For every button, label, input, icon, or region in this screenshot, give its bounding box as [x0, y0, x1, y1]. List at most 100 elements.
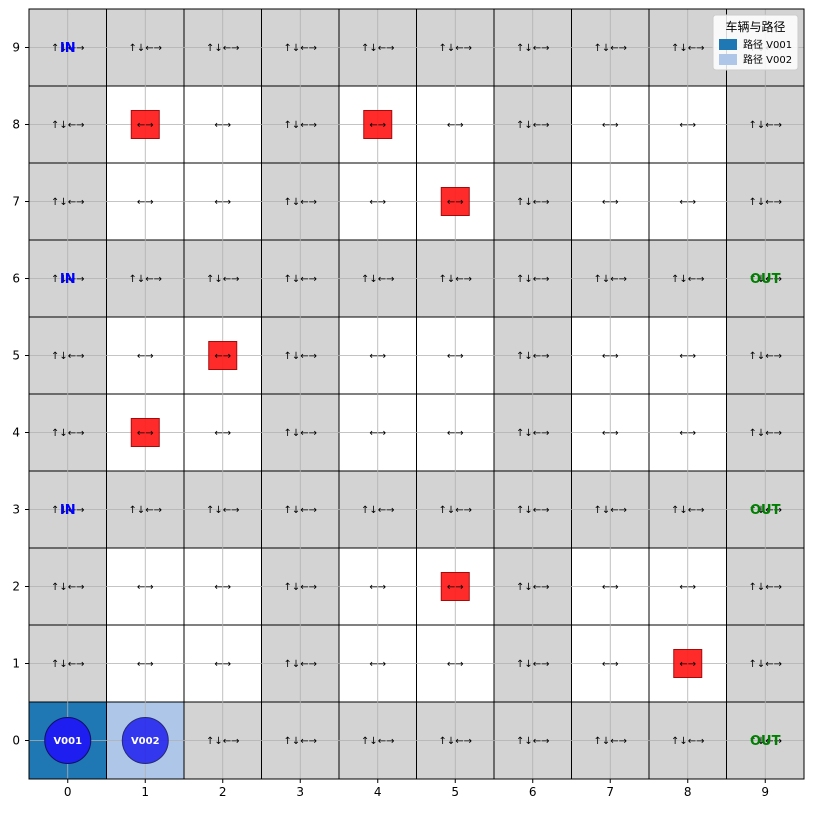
- direction-label: ↑↓←→: [206, 736, 240, 747]
- x-tick-label: 0: [64, 785, 72, 799]
- direction-label: ↑↓←→: [51, 659, 85, 670]
- direction-label: ↑↓←→: [593, 736, 627, 747]
- direction-label: ←→: [447, 351, 464, 362]
- direction-label: ↑↓←→: [283, 505, 317, 516]
- direction-label: ←→: [369, 659, 386, 670]
- vehicle-marker: [121, 717, 169, 764]
- direction-label: ←→: [137, 428, 154, 439]
- direction-label: ↑↓←→: [206, 505, 240, 516]
- direction-label: ↑↓←→: [748, 351, 782, 362]
- direction-label: ↑↓←→: [51, 120, 85, 131]
- direction-label: ↑↓←→: [128, 274, 162, 285]
- direction-label: ↑↓←→: [206, 43, 240, 54]
- direction-label: ↑↓←→: [51, 274, 85, 285]
- direction-label: ↑↓←→: [283, 120, 317, 131]
- direction-label: ↑↓←→: [516, 659, 550, 670]
- direction-label: ←→: [679, 428, 696, 439]
- direction-label: ↑↓←→: [748, 428, 782, 439]
- y-tick-label: 8: [12, 118, 20, 132]
- obstacle-marker: [130, 418, 160, 447]
- direction-label: ↑↓←→: [283, 274, 317, 285]
- direction-label: ←→: [137, 659, 154, 670]
- direction-label: ↑↓←→: [748, 505, 782, 516]
- plot-frame: [28, 8, 805, 780]
- port-labels: IN IN IN OUT OUT OUT: [60, 41, 781, 749]
- obstacle-marker: [208, 341, 238, 370]
- direction-label: ↑↓←→: [671, 505, 705, 516]
- direction-label: ←→: [679, 197, 696, 208]
- direction-label: ↑↓←→: [516, 736, 550, 747]
- direction-label: ↑↓←→: [361, 505, 395, 516]
- vehicle-label: V001: [53, 736, 82, 747]
- direction-label: ↑↓←→: [748, 736, 782, 747]
- direction-label: ↑↓←→: [516, 428, 550, 439]
- y-tick-label: 6: [12, 272, 20, 286]
- direction-label: ↑↓←→: [361, 274, 395, 285]
- direction-label: ←→: [214, 120, 231, 131]
- direction-label: ←→: [214, 428, 231, 439]
- legend-title: 车辆与路径: [725, 19, 785, 34]
- obstacle-marker: [440, 572, 470, 601]
- direction-label: ←→: [214, 659, 231, 670]
- x-tick-label: 1: [141, 785, 149, 799]
- y-tick-label: 9: [12, 41, 20, 55]
- direction-label: ←→: [369, 351, 386, 362]
- direction-label: ↑↓←→: [283, 428, 317, 439]
- direction-label: ←→: [214, 582, 231, 593]
- direction-label: ↑↓←→: [516, 505, 550, 516]
- direction-label: ←→: [679, 120, 696, 131]
- direction-label: ←→: [602, 659, 619, 670]
- direction-label: ↑↓←→: [438, 43, 472, 54]
- x-tick-label: 3: [296, 785, 304, 799]
- direction-label: ↑↓←→: [51, 197, 85, 208]
- y-tick-label: 0: [12, 734, 20, 748]
- direction-label: ←→: [369, 197, 386, 208]
- direction-label: ↑↓←→: [748, 659, 782, 670]
- direction-label: ←→: [214, 197, 231, 208]
- direction-label: ←→: [137, 197, 154, 208]
- y-tick-label: 3: [12, 503, 20, 517]
- direction-label: ↑↓←→: [283, 43, 317, 54]
- obstacle-marker: [363, 110, 393, 139]
- direction-label: ←→: [602, 582, 619, 593]
- direction-label: ←→: [369, 428, 386, 439]
- x-tick-label: 6: [529, 785, 537, 799]
- out-port-label: OUT: [750, 272, 781, 287]
- direction-label: ↑↓←→: [51, 428, 85, 439]
- direction-label: ↑↓←→: [748, 582, 782, 593]
- obstacle-marker: [130, 110, 160, 139]
- out-port-label: OUT: [750, 503, 781, 518]
- direction-label: ↑↓←→: [516, 120, 550, 131]
- axis-ticks: 0 1 2 3 4 5 6 7 8 9 0 1 2 3 4 5 6 7 8 9: [12, 41, 769, 800]
- x-tick-label: 8: [684, 785, 692, 799]
- vehicle-marker: [44, 717, 92, 764]
- direction-label: ←→: [447, 659, 464, 670]
- gridlines: [29, 9, 804, 779]
- obstacle-marker: [673, 649, 703, 678]
- direction-label: ↑↓←→: [516, 582, 550, 593]
- direction-label: ↑↓←→: [671, 43, 705, 54]
- x-tick-label: 7: [606, 785, 614, 799]
- in-port-label: IN: [60, 272, 76, 287]
- direction-label: ←→: [679, 582, 696, 593]
- direction-label: ↑↓←→: [516, 43, 550, 54]
- direction-label: ↑↓←→: [593, 274, 627, 285]
- x-tick-label: 5: [451, 785, 459, 799]
- direction-label: ↑↓←→: [438, 736, 472, 747]
- vehicles: V001 V002: [44, 717, 169, 764]
- obstacle-marker: [440, 187, 470, 216]
- direction-label: ↑↓←→: [51, 582, 85, 593]
- direction-label: ←→: [447, 197, 464, 208]
- direction-label: ↑↓←→: [51, 351, 85, 362]
- legend-swatch: [719, 39, 737, 50]
- direction-label: ←→: [137, 351, 154, 362]
- direction-label: ↑↓←→: [671, 274, 705, 285]
- legend-swatch: [719, 54, 737, 65]
- y-tick-label: 1: [12, 657, 20, 671]
- legend-entry: 路径 V001: [743, 38, 792, 51]
- legend-entry: 路径 V002: [743, 53, 792, 66]
- direction-label: ↑↓←→: [516, 197, 550, 208]
- direction-label: ↑↓←→: [128, 43, 162, 54]
- direction-label: ↑↓←→: [206, 274, 240, 285]
